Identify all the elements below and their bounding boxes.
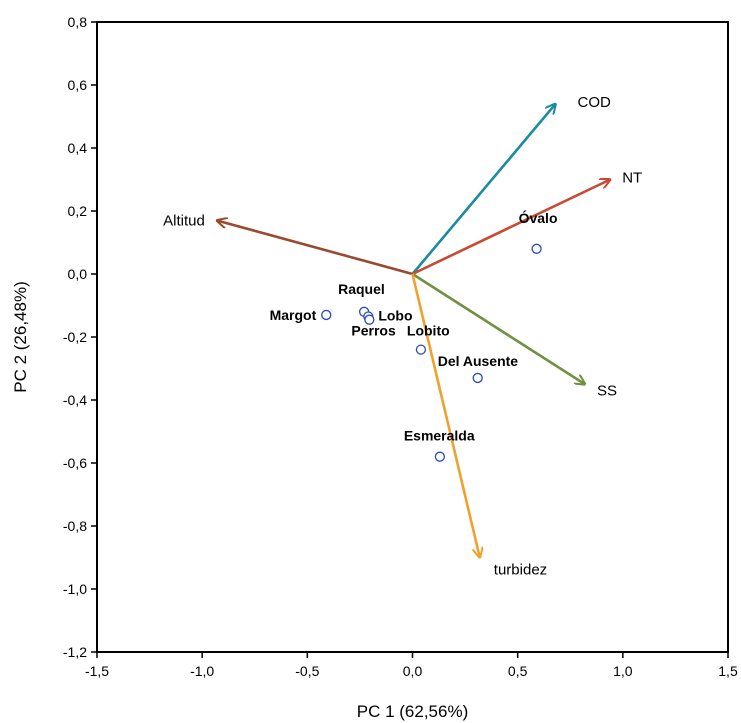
vector-label-turbidez: turbidez (494, 562, 547, 579)
x-tick-label: -0,5 (295, 663, 319, 679)
point-label: Del Ausente (438, 353, 519, 369)
y-tick-label: -1,2 (63, 644, 87, 660)
y-axis: -1,2 -1,0 -0,8 -0,6 -0,4 -0,2 0,0 0,2 0,4 0,6 0,8 (63, 14, 97, 660)
vector-arrow-altitud (217, 220, 413, 274)
y-tick-label: 0,0 (68, 266, 88, 282)
y-tick-label: 0,4 (68, 140, 88, 156)
score-point (435, 452, 444, 461)
point-label: Margot (270, 307, 317, 323)
y-axis-title: PC 2 (26,48%) (11, 281, 30, 393)
point-label: Óvalo (519, 209, 558, 226)
y-tick-label: -1,0 (63, 581, 87, 597)
loading-vectors: COD NT Altitud SS turbidez (163, 94, 642, 579)
vector-label-cod: COD (578, 94, 612, 111)
y-tick-label: 0,2 (68, 203, 88, 219)
point-label: Lobito (407, 323, 450, 339)
point-label: Lobo (378, 308, 412, 324)
x-axis: -1,5 -1,0 -0,5 0,0 0,5 1,0 1,5 (85, 652, 738, 679)
score-point (322, 310, 331, 319)
x-tick-label: -1,0 (190, 663, 214, 679)
y-tick-label: -0,8 (63, 518, 87, 534)
x-tick-label: 0,5 (508, 663, 528, 679)
point-label: Esmeralda (404, 428, 475, 444)
x-axis-title: PC 1 (62,56%) (357, 702, 469, 721)
vector-label-nt: NT (622, 170, 642, 187)
y-tick-label: -0,6 (63, 455, 87, 471)
y-tick-label: -0,2 (63, 329, 87, 345)
x-tick-label: -1,5 (85, 663, 109, 679)
x-tick-label: 1,0 (613, 663, 633, 679)
point-label: Raquel (338, 281, 385, 297)
score-point (416, 345, 425, 354)
x-tick-label: 1,5 (718, 663, 738, 679)
vector-arrow-turbidez (413, 274, 480, 558)
vector-label-altitud: Altitud (163, 212, 205, 229)
x-tick-label: 0,0 (403, 663, 423, 679)
y-tick-label: -0,4 (63, 392, 87, 408)
vector-label-ss: SS (597, 382, 617, 399)
vector-arrow-nt (413, 180, 611, 275)
y-tick-label: 0,8 (68, 14, 88, 30)
score-point (532, 244, 541, 253)
score-point (473, 373, 482, 382)
y-tick-label: 0,6 (68, 77, 88, 93)
point-label: Perros (351, 323, 396, 339)
